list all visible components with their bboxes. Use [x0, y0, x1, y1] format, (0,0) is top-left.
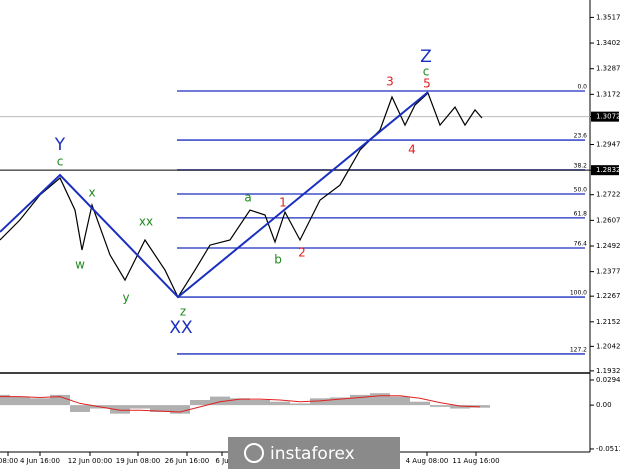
- y-tick-label: 1.3402: [596, 39, 620, 47]
- osc-bar: [130, 405, 150, 409]
- y-tick-label: 1.2152: [596, 318, 620, 326]
- fib-label: 100.0: [570, 290, 587, 297]
- x-tick-label: 12 Jun 00:00: [68, 457, 112, 465]
- osc-bar: [250, 400, 270, 406]
- price-label-box: [591, 111, 619, 122]
- osc-bar: [450, 405, 470, 409]
- wave-label: a: [244, 191, 251, 205]
- logo-icon: [244, 443, 264, 463]
- osc-bar: [190, 400, 210, 406]
- osc-bar: [170, 405, 190, 414]
- trend-line: [0, 91, 429, 299]
- logo-text: instaforex: [270, 444, 355, 464]
- x-tick-label: 11 Aug 16:00: [452, 457, 499, 465]
- y-tick-label: 1.3287: [596, 65, 620, 73]
- x-tick-label: 4 Jun 16:00: [20, 457, 60, 465]
- wave-label: c: [423, 65, 430, 79]
- osc-bar: [310, 398, 330, 406]
- osc-bar: [0, 394, 10, 406]
- wave-label: Y: [54, 135, 66, 155]
- logo-box: [228, 437, 400, 469]
- y-tick-label: 1.3172: [596, 90, 620, 98]
- x-tick-label: 08:00: [0, 457, 18, 465]
- x-tick-label: 26 Jun 16:00: [165, 457, 209, 465]
- osc-bar: [330, 397, 350, 406]
- fib-label: 50.0: [574, 187, 588, 194]
- osc-bar: [430, 405, 450, 407]
- osc-bar: [150, 405, 170, 412]
- osc-bar: [50, 394, 70, 406]
- osc-bar: [30, 398, 50, 406]
- y-tick-label: 1.1932: [596, 367, 620, 375]
- wave-label: z: [180, 305, 186, 319]
- wave-label: b: [274, 253, 282, 267]
- fib-label: 23.6: [574, 133, 588, 140]
- osc-bar: [290, 403, 310, 406]
- osc-bar: [390, 396, 410, 406]
- osc-bar: [110, 405, 130, 414]
- y-tick-label: 1.2722: [596, 191, 620, 199]
- wave-label: w: [75, 257, 85, 271]
- wave-label: x: [88, 185, 95, 199]
- fib-label: 38.2: [574, 162, 588, 169]
- fib-label: 0.0: [577, 83, 587, 90]
- osc-bar: [10, 396, 30, 406]
- osc-bar: [70, 405, 90, 412]
- osc-tick-label: 0.00: [596, 401, 612, 409]
- price-label-box: [591, 165, 619, 176]
- wave-label: 1: [279, 195, 287, 209]
- y-tick-label: 1.3517: [596, 13, 620, 21]
- osc-bar: [270, 401, 290, 406]
- wave-label: 4: [408, 143, 416, 157]
- y-tick-label: 1.2832: [596, 166, 620, 174]
- y-tick-label: 1.2492: [596, 242, 620, 250]
- y-tick-label: 1.2267: [596, 292, 620, 300]
- y-tick-label: 1.2042: [596, 342, 620, 350]
- osc-signal: [0, 395, 481, 413]
- main-panel: [0, 0, 590, 372]
- wave-label: XX: [169, 318, 193, 338]
- wave-label: 5: [423, 77, 431, 91]
- wave-label: 2: [298, 245, 306, 259]
- fib-label: 76.4: [574, 241, 588, 248]
- wave-label: y: [122, 290, 129, 304]
- osc-bar: [410, 401, 430, 406]
- x-tick-label: 4 Aug 08:00: [406, 457, 449, 465]
- osc-bar: [230, 398, 250, 406]
- wave-label: Z: [420, 47, 432, 67]
- y-tick-label: 1.2377: [596, 268, 620, 276]
- osc-tick-label: -0.05133: [596, 445, 620, 453]
- y-tick-label: 1.3072: [596, 113, 620, 121]
- fib-label: 61.8: [574, 210, 588, 217]
- osc-bar: [350, 394, 370, 406]
- y-tick-label: 1.2607: [596, 216, 620, 224]
- osc-bar: [370, 393, 390, 406]
- fib-label: 127.2: [570, 346, 587, 353]
- x-tick-label: 19 Jun 08:00: [116, 457, 160, 465]
- wave-label: 3: [386, 75, 394, 89]
- wave-label: xx: [139, 214, 153, 228]
- osc-bar: [210, 396, 230, 406]
- osc-tick-label: 0.02947: [596, 376, 620, 384]
- x-tick-label: 6 Ju: [215, 457, 228, 465]
- price-line-series: [0, 91, 483, 299]
- wave-label: c: [57, 154, 64, 168]
- y-tick-label: 1.2947: [596, 141, 620, 149]
